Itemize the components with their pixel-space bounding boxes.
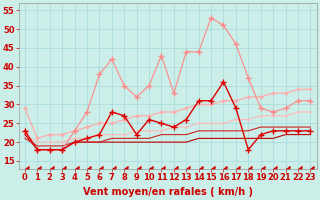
X-axis label: Vent moyen/en rafales ( km/h ): Vent moyen/en rafales ( km/h )	[83, 187, 252, 197]
